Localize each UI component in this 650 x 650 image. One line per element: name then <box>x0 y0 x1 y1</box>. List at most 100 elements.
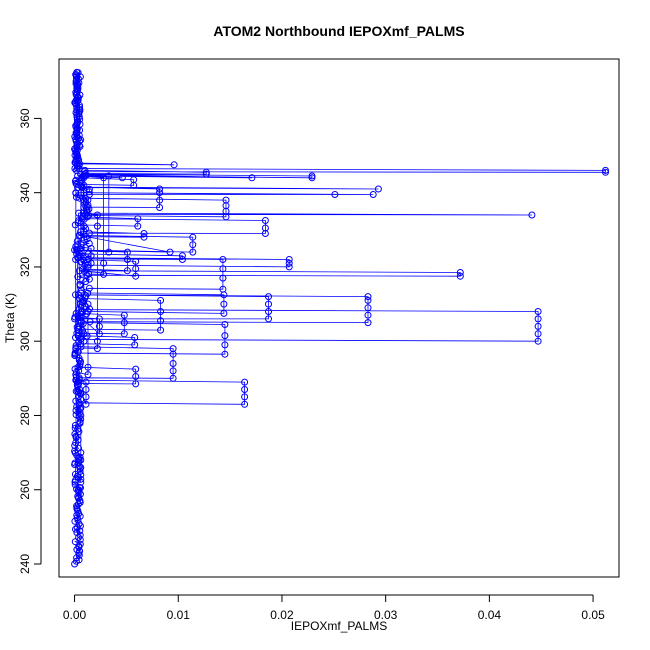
data-point <box>140 230 148 237</box>
data-point <box>219 256 227 263</box>
data-point <box>219 274 227 282</box>
data-point <box>85 284 93 292</box>
data-point <box>81 210 89 218</box>
data-point <box>156 185 164 193</box>
data-point <box>80 256 88 264</box>
plot-frame <box>58 58 620 578</box>
data-point <box>84 289 92 297</box>
data-point <box>241 393 249 401</box>
data-point <box>534 330 542 338</box>
data-point <box>73 246 81 254</box>
data-point <box>85 188 93 196</box>
data-point <box>241 378 249 386</box>
data-point <box>285 263 293 271</box>
data-point <box>72 525 79 533</box>
data-point <box>132 365 140 373</box>
data-point <box>132 380 140 388</box>
data-point <box>132 272 140 280</box>
data-point <box>73 113 81 121</box>
data-point <box>120 330 128 338</box>
data-point <box>221 321 229 328</box>
data-point <box>170 161 178 169</box>
data-point <box>82 378 90 386</box>
y-tick-label: 260 <box>18 479 32 499</box>
data-point <box>166 248 174 256</box>
data-point <box>75 267 83 275</box>
data-point <box>241 386 249 393</box>
data-point <box>265 308 272 315</box>
data-point <box>82 400 90 408</box>
data-point <box>134 215 142 223</box>
data-point <box>364 319 372 327</box>
data-point <box>75 356 83 364</box>
data-point <box>73 84 81 92</box>
data-point <box>105 248 113 256</box>
data-point <box>74 436 82 444</box>
data-point <box>261 224 269 232</box>
data-point <box>73 193 80 201</box>
data-point <box>100 270 108 278</box>
data-point <box>76 408 84 416</box>
data-point <box>73 75 80 83</box>
x-tick-label: 0.03 <box>374 608 398 622</box>
series-line <box>73 71 606 565</box>
data-point <box>534 315 542 323</box>
data-point <box>72 176 80 184</box>
data-point <box>456 272 464 280</box>
data-point <box>331 191 339 198</box>
data-point <box>76 231 84 239</box>
data-point <box>85 255 92 263</box>
data-point <box>528 211 536 219</box>
data-point <box>74 313 82 321</box>
data-point <box>72 407 80 414</box>
data-point <box>73 144 81 152</box>
data-point <box>73 323 81 331</box>
data-point <box>83 206 91 214</box>
data-point <box>76 468 84 475</box>
data-point <box>72 100 80 108</box>
data-point <box>93 222 101 230</box>
data-point <box>85 205 93 213</box>
data-point <box>132 257 140 265</box>
data-point <box>82 278 90 286</box>
data-point <box>78 179 86 187</box>
data-point <box>75 542 83 550</box>
data-point <box>105 172 113 180</box>
data-point <box>157 308 165 315</box>
data-point <box>220 300 228 308</box>
data-point <box>534 322 542 330</box>
data-point <box>77 358 84 365</box>
data-point <box>84 250 92 258</box>
data-point <box>189 233 197 241</box>
data-point <box>71 349 79 357</box>
data-point <box>77 412 85 419</box>
data-point <box>534 337 542 345</box>
data-point <box>241 400 249 408</box>
data-point <box>73 68 81 76</box>
data-point <box>157 296 165 304</box>
data-point <box>74 487 82 495</box>
data-point <box>84 363 92 371</box>
data-point <box>75 533 83 541</box>
data-point <box>221 332 229 340</box>
data-point <box>369 191 377 198</box>
data-point <box>285 256 293 263</box>
data-point <box>73 115 81 123</box>
y-axis-label: Theta (K) <box>3 293 17 343</box>
data-point <box>77 245 85 253</box>
data-point <box>219 265 227 273</box>
data-point <box>219 285 227 293</box>
data-point <box>72 344 80 352</box>
data-point <box>73 502 81 510</box>
data-point <box>248 174 256 182</box>
data-point <box>221 341 229 349</box>
data-point <box>71 424 79 432</box>
data-point <box>95 322 103 330</box>
data-point <box>364 304 372 312</box>
data-point <box>93 337 101 345</box>
data-point <box>71 481 79 489</box>
chart-title: ATOM2 Northbound IEPOXmf_PALMS <box>213 23 464 39</box>
data-point <box>82 170 89 177</box>
data-point <box>285 259 293 267</box>
data-point <box>75 367 83 375</box>
